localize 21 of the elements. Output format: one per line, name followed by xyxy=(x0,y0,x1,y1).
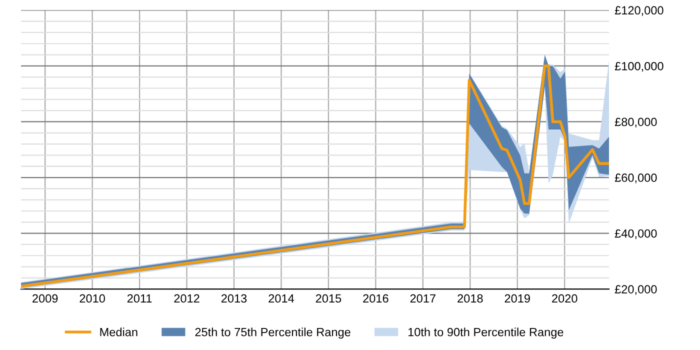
y-tick-label: £80,000 xyxy=(614,118,657,128)
x-tick-label: 2019 xyxy=(504,294,530,303)
y-tick-label: £60,000 xyxy=(614,174,657,184)
x-tick-label: 2013 xyxy=(221,294,247,303)
x-tick-label: 2009 xyxy=(32,294,58,303)
legend-label: 25th to 75th Percentile Range xyxy=(195,328,350,339)
x-tick-label: 2014 xyxy=(268,294,294,303)
x-tick-label: 2020 xyxy=(552,294,578,303)
y-tick-label: £120,000 xyxy=(614,6,664,16)
legend-label: 10th to 90th Percentile Range xyxy=(408,328,564,339)
x-tick-label: 2010 xyxy=(80,294,105,303)
x-tick-label: 2015 xyxy=(316,294,342,303)
x-tick-label: 2016 xyxy=(363,294,388,303)
legend-label: Median xyxy=(100,328,138,336)
y-tick-label: £100,000 xyxy=(614,62,664,72)
y-tick-label: £40,000 xyxy=(614,229,657,240)
x-tick-label: 2011 xyxy=(127,294,152,303)
x-tick-label: 2012 xyxy=(174,294,200,303)
y-tick-label: £20,000 xyxy=(614,285,657,295)
x-tick-label: 2017 xyxy=(410,294,436,303)
x-tick-label: 2018 xyxy=(458,294,483,303)
